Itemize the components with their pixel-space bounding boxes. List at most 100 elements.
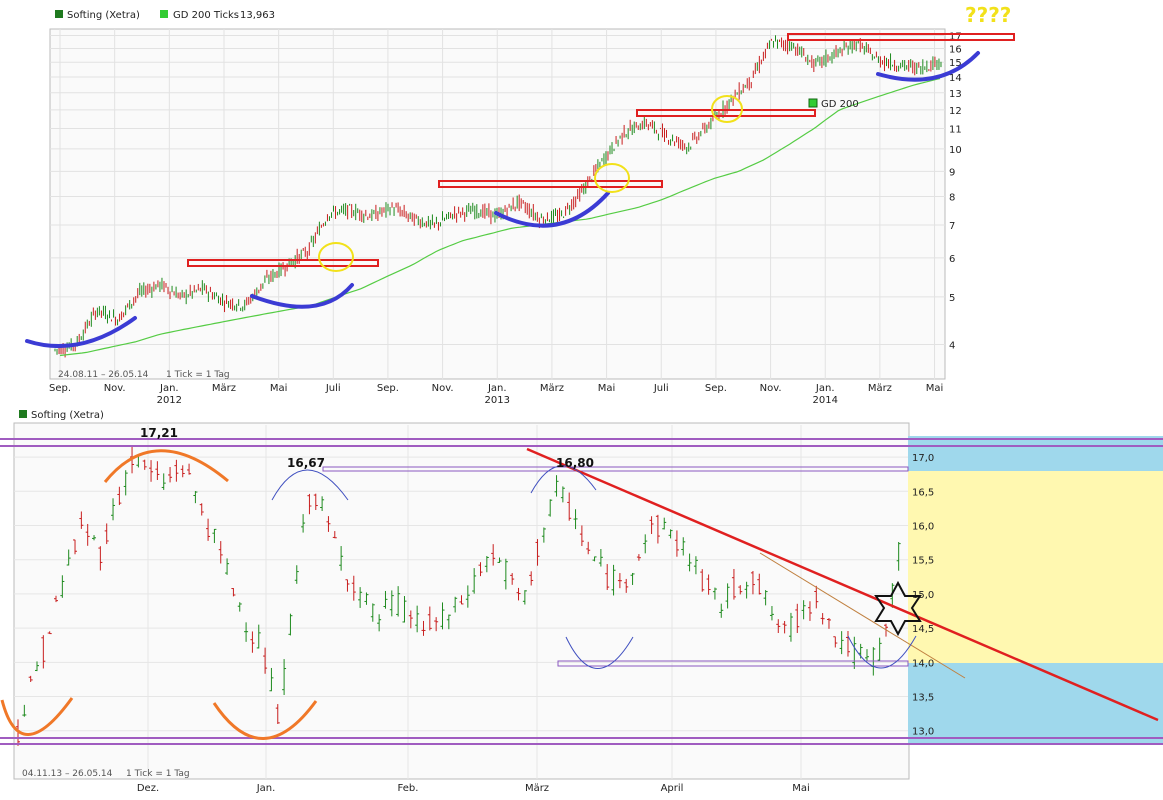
bottom-x-tick-label: Dez. bbox=[137, 783, 159, 794]
top-y-tick-label: 12 bbox=[949, 106, 962, 117]
trough-arc bbox=[0, 697, 74, 736]
top-x-tick-label: Jan. bbox=[815, 383, 835, 394]
top-y-tick-label: 17 bbox=[949, 31, 962, 42]
peak-arc bbox=[271, 469, 349, 501]
bottom-grid bbox=[14, 425, 908, 779]
resistance-box bbox=[636, 109, 816, 117]
top-x-axis: Sep. Nov. Jan. März Mai Juli Sep. Nov. Jan. März M… bbox=[49, 383, 943, 406]
top-chart: 4 5 6 7 8 9 10 11 12 13 14 15 16 17 Sep. Nov. Jan. März M… bbox=[25, 3, 1015, 406]
legend-gd200-swatch bbox=[160, 10, 168, 18]
resistance-box bbox=[438, 180, 663, 188]
top-x-tick-label: Mai bbox=[598, 383, 616, 394]
top-x-tick-label: Jan. bbox=[487, 383, 507, 394]
legend-gd200-value: 13,963 bbox=[240, 10, 275, 21]
top-x-tick-label: Mai bbox=[270, 383, 288, 394]
bottom-range-label: 04.11.13 – 26.05.14 bbox=[22, 769, 113, 779]
peak-label: 16,67 bbox=[287, 456, 325, 470]
bottom-annotations: 17,21 16,67 16,80 bbox=[0, 426, 922, 740]
top-y-tick-label: 4 bbox=[949, 341, 955, 352]
bottom-y-tick-label: 13,0 bbox=[912, 727, 934, 738]
downtrend-line bbox=[526, 447, 1159, 722]
bottom-x-tick-label: Feb. bbox=[398, 783, 419, 794]
top-y-axis: 4 5 6 7 8 9 10 11 12 13 14 15 16 17 bbox=[949, 31, 962, 351]
top-y-tick-label: 15 bbox=[949, 58, 962, 69]
top-grid bbox=[50, 29, 945, 380]
top-x-tick-label: Nov. bbox=[104, 383, 126, 394]
top-y-tick-label: 8 bbox=[949, 192, 955, 203]
bottom-x-tick-label: Jan. bbox=[256, 783, 276, 794]
top-x-year-label: 2012 bbox=[157, 395, 182, 406]
bottom-x-axis: Dez. Jan. Feb. März April Mai bbox=[137, 783, 810, 794]
top-x-tick-label: Jan. bbox=[159, 383, 179, 394]
bottom-y-tick-label: 14,5 bbox=[912, 624, 934, 635]
breakout-circle bbox=[594, 163, 630, 193]
top-y-tick-label: 14 bbox=[949, 73, 962, 84]
bottom-x-tick-label: April bbox=[661, 783, 684, 794]
breakout-circle bbox=[318, 242, 354, 272]
breakout-circle bbox=[711, 95, 743, 123]
top-gd200-line bbox=[59, 77, 941, 357]
bottom-y-tick-label: 16,0 bbox=[912, 522, 934, 533]
bottom-y-tick-label: 15,5 bbox=[912, 556, 934, 567]
top-x-tick-label: Sep. bbox=[705, 383, 727, 394]
cup-arc bbox=[494, 191, 610, 228]
resistance-box bbox=[787, 33, 1015, 41]
top-x-tick-label: März bbox=[540, 383, 564, 394]
resistance-box bbox=[187, 259, 379, 267]
bottom-y-tick-label: 16,5 bbox=[912, 487, 934, 498]
trough-arc bbox=[565, 636, 634, 669]
bottom-x-tick-label: Mai bbox=[792, 783, 810, 794]
zone-upper-blue bbox=[908, 436, 1163, 471]
peak-label: 17,21 bbox=[140, 426, 178, 440]
gd200-marker-label: GD 200 bbox=[821, 99, 859, 110]
top-x-tick-label: März bbox=[868, 383, 892, 394]
top-y-tick-label: 7 bbox=[949, 221, 955, 232]
purple-box bbox=[322, 466, 909, 472]
peak-arc bbox=[530, 465, 597, 494]
gd200-marker bbox=[808, 98, 818, 108]
top-x-tick-label: Juli bbox=[653, 383, 669, 394]
top-y-tick-label: 9 bbox=[949, 167, 955, 178]
top-y-tick-label: 13 bbox=[949, 89, 962, 100]
top-x-tick-label: März bbox=[212, 383, 236, 394]
bottom-legend-swatch bbox=[19, 410, 27, 418]
bottom-y-axis: 13,0 13,5 14,0 14,5 15,0 15,5 16,0 16,5 17,0 bbox=[912, 453, 934, 738]
top-x-tick-label: Nov. bbox=[760, 383, 782, 394]
zone-yellow bbox=[908, 471, 1163, 663]
top-y-tick-label: 11 bbox=[949, 124, 962, 135]
bottom-x-tick-label: März bbox=[525, 783, 549, 794]
legend-softing-swatch bbox=[55, 10, 63, 18]
cup-arc bbox=[876, 51, 980, 82]
peak-label: 16,80 bbox=[556, 456, 594, 470]
top-x-tick-label: Mai bbox=[926, 383, 944, 394]
cup-arc bbox=[250, 283, 354, 309]
trough-arc bbox=[847, 635, 917, 669]
bottom-candles bbox=[16, 446, 901, 746]
top-y-tick-label: 5 bbox=[949, 293, 955, 304]
zone-lower-blue bbox=[908, 663, 1163, 743]
top-y-tick-label: 16 bbox=[949, 44, 962, 55]
purple-box bbox=[557, 660, 909, 667]
question-marks: ???? bbox=[965, 3, 1011, 27]
bottom-y-tick-label: 14,0 bbox=[912, 658, 934, 669]
bottom-y-tick-label: 17,0 bbox=[912, 453, 934, 464]
bottom-support-lines bbox=[0, 438, 1163, 745]
top-x-tick-label: Sep. bbox=[377, 383, 399, 394]
top-x-year-label: 2013 bbox=[485, 395, 510, 406]
bottom-chart: Softing (Xetra) 13,0 13,5 14,0 14,5 15,0 15,5… bbox=[0, 410, 1163, 794]
star-marker bbox=[874, 580, 922, 637]
top-x-tick-label: Sep. bbox=[49, 383, 71, 394]
peak-arc bbox=[103, 449, 229, 483]
thin-trend-line bbox=[759, 552, 966, 679]
legend-softing-label: Softing (Xetra) bbox=[67, 10, 140, 21]
top-annotations: ???? bbox=[25, 3, 1015, 349]
top-x-tick-label: Nov. bbox=[432, 383, 454, 394]
trough-arc bbox=[212, 700, 318, 740]
bottom-y-tick-label: 13,5 bbox=[912, 693, 934, 704]
top-x-year-label: 2014 bbox=[812, 395, 837, 406]
top-range-label: 24.08.11 – 26.05.14 bbox=[58, 370, 149, 380]
bottom-legend-label: Softing (Xetra) bbox=[31, 410, 104, 421]
legend-gd200-label: GD 200 Ticks bbox=[173, 10, 239, 21]
top-tick-label: 1 Tick = 1 Tag bbox=[166, 370, 230, 380]
